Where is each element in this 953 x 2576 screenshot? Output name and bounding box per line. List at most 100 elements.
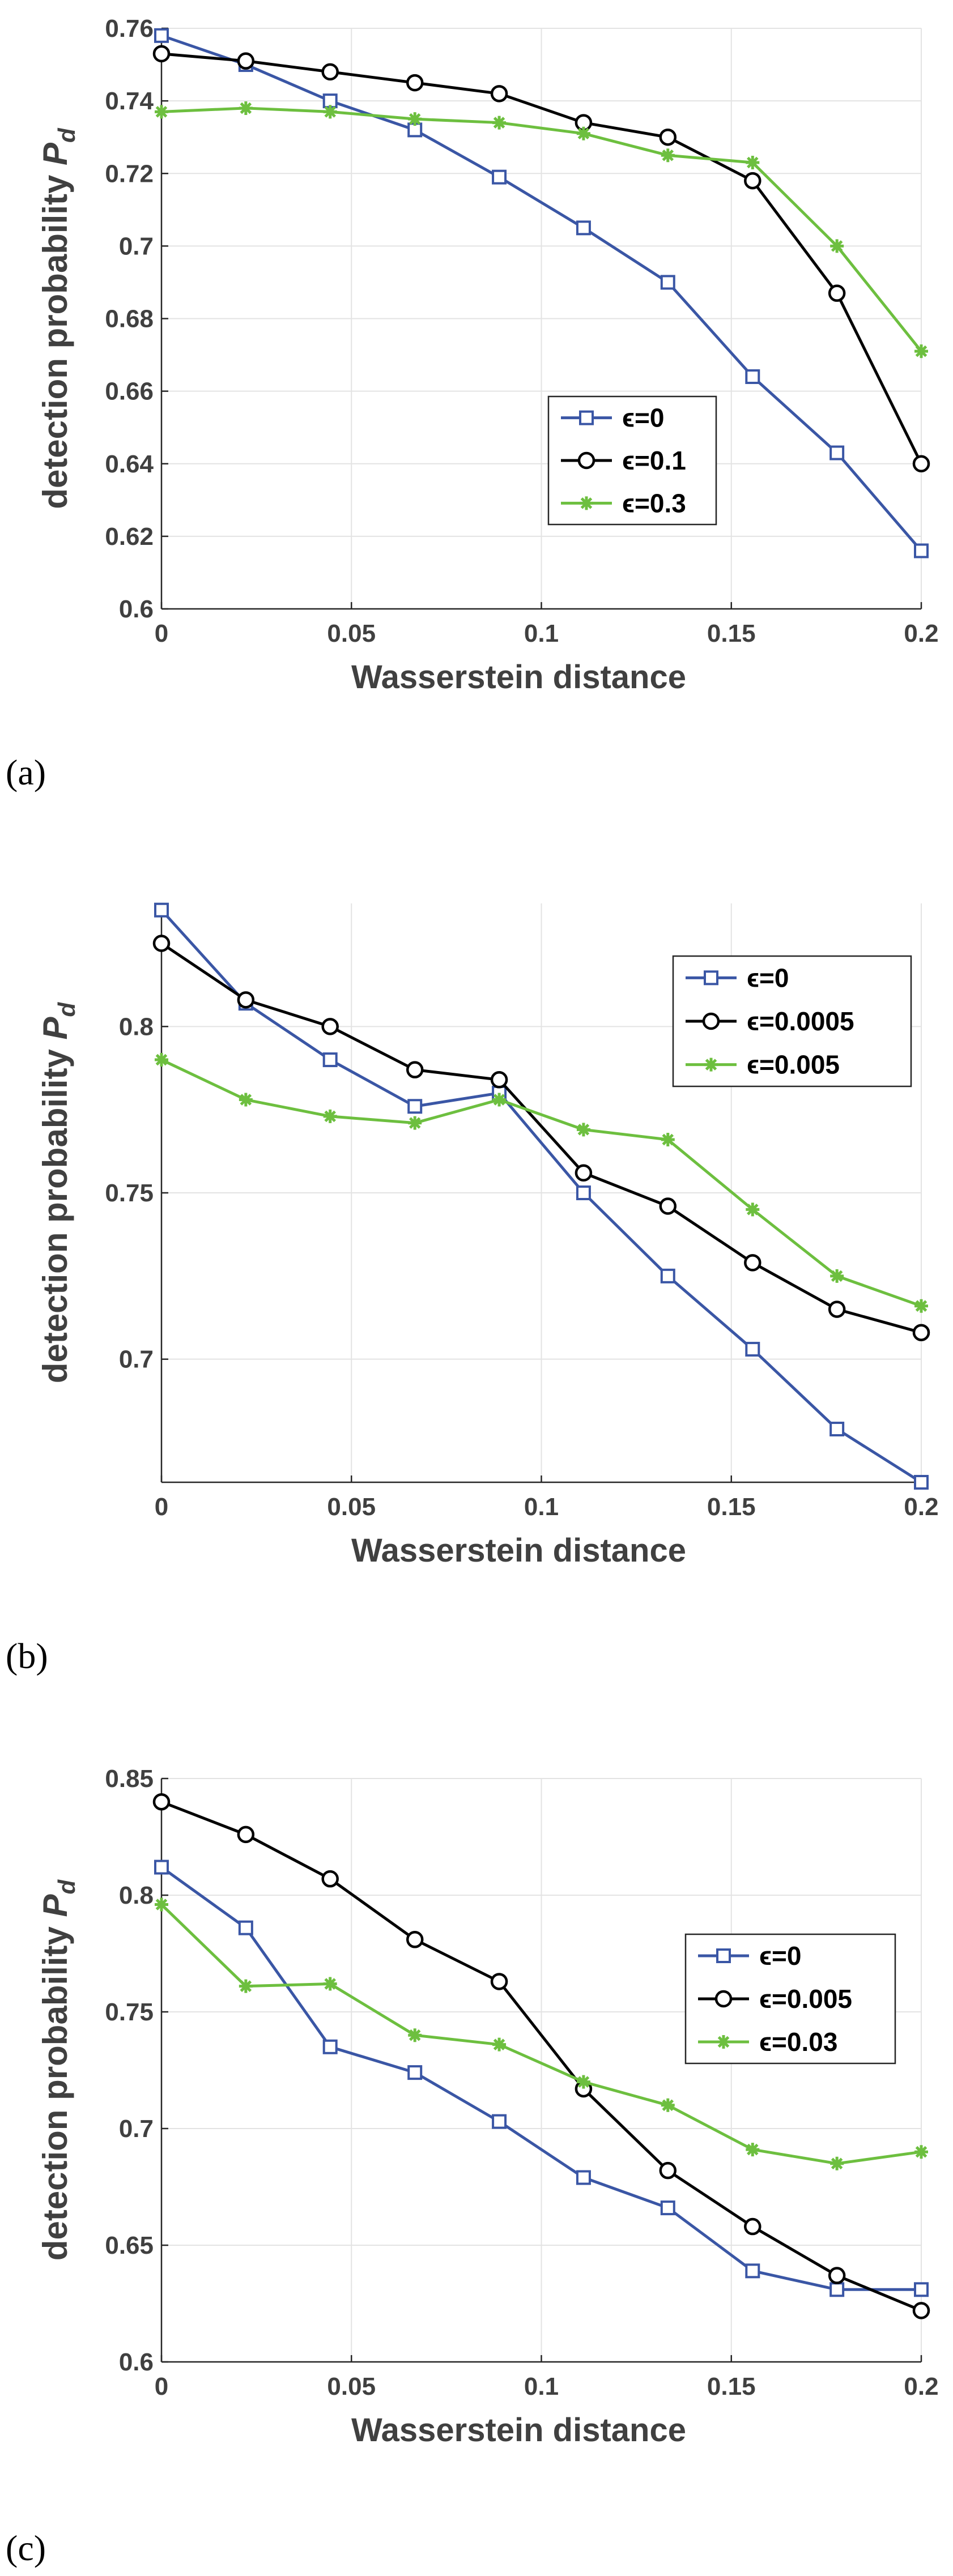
data-point (660, 275, 675, 290)
panel-label: (c) (6, 2528, 46, 2568)
x-tick-label: 0.05 (327, 620, 376, 647)
data-point (322, 1052, 338, 1068)
data-point (829, 1422, 845, 1437)
x-tick-label: 0.1 (524, 620, 559, 647)
data-point (321, 1018, 339, 1035)
data-point (659, 1197, 677, 1215)
legend: ϵ=0 ϵ=0.1 ϵ=0.3 (547, 395, 717, 526)
y-tick-label: 0.8 (119, 1013, 154, 1040)
data-point (154, 902, 169, 918)
data-point (154, 28, 169, 43)
series-line (160, 1058, 922, 1308)
x-tick-label: 0.2 (904, 2373, 938, 2400)
x-tick-label: 0.05 (327, 1493, 376, 1521)
legend: ϵ=0 ϵ=0.005 ϵ=0.03 (684, 1933, 896, 2065)
series-3 (155, 1897, 928, 2170)
y-tick-label: 0.7 (119, 1346, 154, 1374)
data-point (576, 2075, 590, 2089)
data-point (828, 284, 846, 302)
data-point (576, 126, 590, 140)
series-3 (155, 101, 928, 359)
x-tick-label: 0.1 (524, 1493, 559, 1521)
x-tick-label: 0.2 (904, 1493, 938, 1521)
series-line (161, 34, 922, 552)
data-point (661, 148, 675, 163)
x-tick-label: 0.15 (707, 1493, 756, 1521)
data-point (830, 1269, 844, 1283)
data-point (492, 169, 507, 185)
series-line (161, 52, 923, 464)
data-point (576, 2170, 591, 2185)
data-point (661, 1133, 675, 1147)
data-point (408, 1116, 422, 1130)
data-point (745, 2263, 760, 2279)
data-point (576, 1185, 591, 1200)
legend-marker (579, 410, 594, 425)
legend-marker (577, 451, 595, 470)
data-point (660, 1268, 675, 1283)
data-point (408, 112, 422, 126)
data-point (239, 1979, 253, 1993)
data-point (322, 2039, 338, 2054)
legend-marker (580, 496, 593, 510)
data-point (914, 344, 928, 359)
data-point (239, 101, 253, 115)
legend-marker (714, 1990, 733, 2008)
data-point (912, 2302, 930, 2319)
data-point (406, 74, 424, 92)
data-point (490, 1973, 508, 1990)
series-line (161, 1800, 922, 2312)
data-point (828, 2267, 846, 2284)
data-point (406, 1931, 424, 1948)
data-point (239, 1093, 253, 1107)
y-tick-label: 0.85 (105, 1765, 154, 1793)
series-2 (152, 45, 930, 472)
series-line (160, 909, 922, 1484)
data-point (152, 1793, 171, 1811)
data-point (745, 1342, 760, 1357)
data-point (830, 2156, 844, 2170)
legend-label: ϵ=0.1 (622, 446, 686, 475)
data-point (237, 1826, 255, 1844)
legend-marker (704, 970, 718, 986)
series-line (160, 1903, 922, 2165)
x-tick-label: 0.05 (327, 2373, 376, 2400)
y-tick-label: 0.75 (105, 1179, 154, 1207)
data-point (660, 2200, 675, 2216)
data-point (407, 2065, 423, 2080)
data-point (914, 1475, 929, 1490)
data-point (321, 1870, 339, 1888)
chart-panel-3: 0 0.05 0.1 0.15 0.2 0.6 0.65 0.7 0.75 0.8 0.85 Wass… (6, 1765, 939, 2568)
legend-label: ϵ=0.03 (759, 2027, 837, 2057)
data-point (238, 1920, 253, 1935)
legend-label: ϵ=0 (759, 1941, 801, 1971)
data-point (155, 105, 168, 119)
series-line (160, 1866, 921, 2291)
data-point (829, 445, 845, 460)
y-tick-label: 0.76 (105, 15, 154, 42)
y-tick-label: 0.62 (105, 523, 154, 551)
data-point (576, 220, 591, 236)
data-point (492, 2114, 507, 2129)
data-point (745, 369, 760, 384)
data-point (746, 156, 760, 170)
data-point (492, 116, 507, 130)
data-point (406, 1061, 424, 1078)
legend-marker (702, 1012, 720, 1030)
data-point (661, 2098, 675, 2112)
data-point (490, 85, 508, 103)
y-axis-label: detection probability Pd (36, 1879, 80, 2261)
y-axis-label: detection probability Pd (36, 1001, 80, 1383)
y-tick-label: 0.64 (105, 450, 154, 478)
data-point (744, 172, 761, 190)
y-tick-label: 0.6 (119, 595, 154, 623)
y-tick-label: 0.6 (119, 2348, 154, 2376)
data-point (575, 1164, 593, 1182)
x-axis-label: Wasserstein distance (351, 659, 686, 696)
legend-marker (716, 1948, 731, 1963)
data-point (490, 1071, 508, 1089)
data-point (659, 128, 677, 146)
legend-marker (704, 1057, 718, 1072)
data-point (237, 52, 255, 70)
